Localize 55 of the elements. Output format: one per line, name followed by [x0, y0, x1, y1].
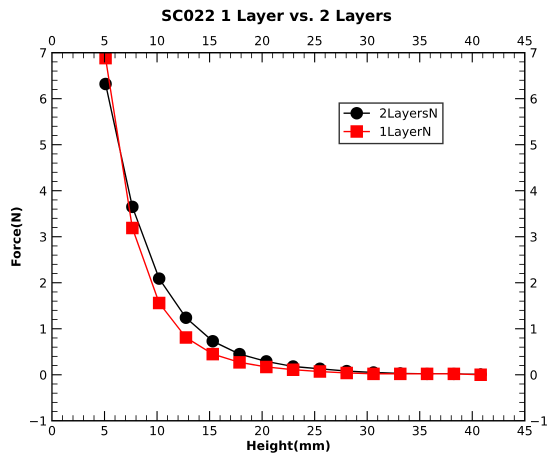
y2-tick-label: 7 — [530, 48, 537, 58]
legend-label: 2LayersN — [380, 108, 437, 120]
x-tick-label: 25 — [308, 426, 322, 436]
x-tick-label: 20 — [255, 426, 270, 436]
x-tick-label: 35 — [412, 426, 427, 436]
y2-tick-label: 6 — [530, 94, 537, 104]
x2-tick-label: 25 — [308, 36, 322, 46]
y-tick-label: 5 — [40, 140, 46, 150]
x-tick-label: 10 — [150, 426, 164, 436]
point — [314, 365, 326, 378]
point — [180, 311, 192, 324]
y2-tick-label: 3 — [530, 232, 537, 242]
x-tick-label: 40 — [464, 426, 480, 436]
x2-tick-label: 15 — [203, 36, 216, 46]
y2-tick-label: 1 — [531, 324, 536, 334]
point — [180, 331, 192, 344]
x2-tick-label: 45 — [517, 36, 532, 46]
x-tick-label: 0 — [48, 426, 56, 436]
x2-tick-label: 40 — [464, 36, 480, 46]
point — [126, 222, 139, 234]
x-axis-title: Height(mm) — [247, 440, 330, 453]
y-tick-label: 0 — [40, 370, 46, 380]
x2-tick-label: 5 — [102, 36, 108, 46]
x2-tick-label: 0 — [48, 36, 56, 46]
point — [206, 334, 219, 348]
x2-tick-label: 35 — [412, 36, 427, 46]
y2-tick-label: 2 — [530, 278, 536, 288]
y-tick-label: 7 — [40, 48, 46, 58]
point — [206, 348, 219, 360]
y2-tick-label: 5 — [530, 140, 537, 150]
point — [286, 363, 300, 376]
y-tick-label: 1 — [40, 324, 46, 334]
point — [260, 360, 273, 374]
x2-tick-label: 30 — [360, 36, 374, 46]
x-tick-label: 30 — [360, 426, 374, 436]
point — [233, 356, 246, 369]
y-tick-label: −1 — [30, 416, 46, 426]
x-tick-label: 15 — [203, 426, 216, 436]
point — [152, 296, 166, 310]
x2-tick-label: 20 — [255, 36, 270, 46]
y-tick-label: 6 — [40, 94, 46, 104]
y-tick-label: 2 — [40, 278, 46, 288]
x2-tick-label: 10 — [150, 36, 164, 46]
y-tick-label: 3 — [40, 232, 46, 242]
x-tick-label: 5 — [102, 426, 108, 436]
y2-tick-label: 0 — [530, 370, 537, 380]
point — [99, 52, 112, 64]
y-tick-label: 4 — [40, 186, 46, 196]
y2-tick-label: −1 — [530, 416, 547, 426]
x-tick-label: 45 — [517, 426, 532, 436]
chart-title: SC022 1 Layer vs. 2 Layers — [162, 10, 392, 24]
legend-label: 1LayerN — [380, 126, 430, 139]
point — [152, 272, 166, 285]
y2-tick-label: 4 — [530, 186, 537, 196]
y-axis-title: Force(N) — [11, 208, 22, 266]
